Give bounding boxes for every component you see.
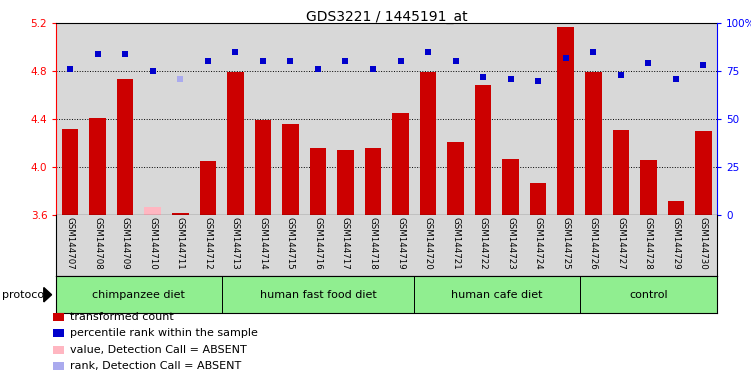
Bar xyxy=(89,118,106,215)
Bar xyxy=(56,276,222,313)
Bar xyxy=(62,129,78,215)
Bar xyxy=(415,276,580,313)
Text: GSM144714: GSM144714 xyxy=(258,217,267,270)
Polygon shape xyxy=(44,288,52,302)
Text: GSM144717: GSM144717 xyxy=(341,217,350,270)
Bar xyxy=(365,148,382,215)
Text: GSM144723: GSM144723 xyxy=(506,217,515,270)
Text: human fast food diet: human fast food diet xyxy=(260,290,376,300)
Text: human cafe diet: human cafe diet xyxy=(451,290,543,300)
Text: GSM144710: GSM144710 xyxy=(148,217,157,270)
Bar xyxy=(580,276,717,313)
Bar xyxy=(200,161,216,215)
Text: GSM144715: GSM144715 xyxy=(286,217,295,270)
Bar xyxy=(695,131,712,215)
Text: control: control xyxy=(629,290,668,300)
Bar xyxy=(640,160,656,215)
Text: GSM144729: GSM144729 xyxy=(671,217,680,270)
Bar xyxy=(337,150,354,215)
Text: GSM144712: GSM144712 xyxy=(204,217,213,270)
Text: GSM144730: GSM144730 xyxy=(699,217,708,270)
Text: GSM144725: GSM144725 xyxy=(561,217,570,270)
Bar xyxy=(420,72,436,215)
Text: protocol: protocol xyxy=(2,290,47,300)
Text: GSM144722: GSM144722 xyxy=(478,217,487,270)
Text: GSM144711: GSM144711 xyxy=(176,217,185,270)
Bar xyxy=(222,276,415,313)
Text: GSM144724: GSM144724 xyxy=(534,217,543,270)
Text: GDS3221 / 1445191_at: GDS3221 / 1445191_at xyxy=(306,10,468,23)
Text: GSM144707: GSM144707 xyxy=(65,217,74,270)
Bar xyxy=(227,72,243,215)
Bar xyxy=(144,207,161,215)
Text: value, Detection Call = ABSENT: value, Detection Call = ABSENT xyxy=(70,345,246,355)
Text: GSM144716: GSM144716 xyxy=(313,217,322,270)
Text: percentile rank within the sample: percentile rank within the sample xyxy=(70,328,258,338)
Text: GSM144728: GSM144728 xyxy=(644,217,653,270)
Text: GSM144718: GSM144718 xyxy=(369,217,378,270)
Bar xyxy=(448,142,464,215)
Text: GSM144713: GSM144713 xyxy=(231,217,240,270)
Bar xyxy=(282,124,299,215)
Text: GSM144708: GSM144708 xyxy=(93,217,102,270)
Bar xyxy=(530,183,547,215)
Bar xyxy=(613,130,629,215)
Text: GSM144727: GSM144727 xyxy=(617,217,626,270)
Bar xyxy=(502,159,519,215)
Text: rank, Detection Call = ABSENT: rank, Detection Call = ABSENT xyxy=(70,361,241,371)
Bar xyxy=(392,113,409,215)
Text: GSM144720: GSM144720 xyxy=(424,217,433,270)
Text: transformed count: transformed count xyxy=(70,312,173,322)
Bar xyxy=(668,201,684,215)
Bar xyxy=(585,72,602,215)
Bar xyxy=(172,213,189,215)
Text: chimpanzee diet: chimpanzee diet xyxy=(92,290,185,300)
Bar xyxy=(557,26,574,215)
Bar xyxy=(117,79,134,215)
Bar xyxy=(255,120,271,215)
Text: GSM144709: GSM144709 xyxy=(121,217,130,270)
Bar xyxy=(475,86,491,215)
Bar xyxy=(309,148,326,215)
Text: GSM144721: GSM144721 xyxy=(451,217,460,270)
Text: GSM144726: GSM144726 xyxy=(589,217,598,270)
Text: GSM144719: GSM144719 xyxy=(396,217,405,270)
